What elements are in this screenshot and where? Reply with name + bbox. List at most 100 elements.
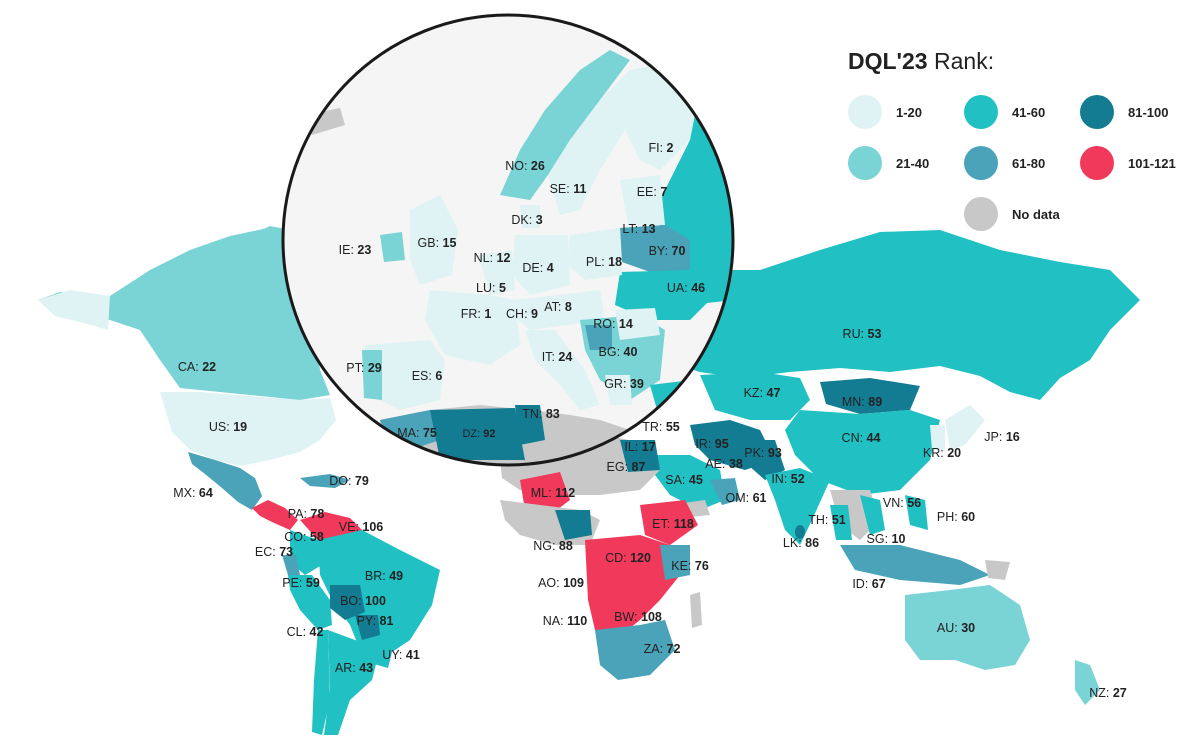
label-nl: NL: 12 (473, 251, 511, 265)
zoom-greece (605, 375, 632, 405)
region-kenya (660, 545, 690, 580)
legend-swatch (964, 95, 998, 129)
label-jp: JP: 16 (984, 430, 1020, 444)
zoom-portugal (362, 350, 382, 400)
label-pe: PE: 59 (282, 576, 320, 590)
label-ir: IR: 95 (695, 437, 729, 451)
label-et: ET: 118 (652, 517, 694, 531)
label-gr: GR: 39 (604, 377, 644, 391)
region-brazil (318, 530, 440, 660)
zoom-serbia (585, 325, 612, 350)
label-tr: TR: 55 (642, 420, 680, 434)
legend-swatch (1080, 95, 1114, 129)
region-philippines (905, 495, 928, 530)
label-bw: BW: 108 (614, 610, 662, 624)
label-ng: NG: 88 (533, 539, 573, 553)
label-ee: EE: 7 (636, 185, 668, 199)
label-bg: BG: 40 (598, 345, 638, 359)
legend-item-81-100: 81-100 (1080, 95, 1168, 129)
region-saudi (650, 455, 725, 510)
label-au: AU: 30 (936, 621, 976, 635)
label-ve: VE: 106 (338, 520, 384, 534)
zoom-circle-border (281, 13, 735, 467)
legend-item-1-20: 1-20 (848, 95, 922, 129)
label-es: ES: 6 (411, 369, 443, 383)
region-ecuador (282, 555, 300, 575)
zoom-tunisia (515, 405, 545, 445)
label-at: AT: 8 (544, 300, 572, 314)
label-us: US: 19 (208, 420, 248, 434)
zoom-poland (568, 228, 622, 280)
zoom-romania (615, 308, 660, 340)
label-ec: EC: 73 (254, 545, 294, 559)
label-pl: PL: 18 (585, 255, 623, 269)
label-it: IT: 24 (541, 350, 573, 364)
label-mx: MX: 64 (173, 486, 213, 500)
label-sg: SG: 10 (866, 532, 906, 546)
region-india (765, 468, 830, 545)
label-ar: AR: 43 (334, 661, 374, 675)
region-indonesia (840, 545, 990, 585)
zoom-denmark (520, 205, 540, 228)
label-se: SE: 11 (549, 182, 587, 196)
region-png (985, 560, 1010, 580)
europe-zoom (283, 15, 733, 465)
label-eg: EG: 87 (606, 460, 646, 474)
region-madagascar (690, 592, 702, 628)
region-kazakhstan (700, 372, 810, 420)
legend-item-41-60: 41-60 (964, 95, 1045, 129)
label-ae: AE: 38 (705, 457, 743, 471)
label-om: OM: 61 (725, 491, 767, 505)
region-oman (710, 478, 740, 505)
label-pa: PA: 78 (287, 507, 325, 521)
zoom-sweden (548, 70, 650, 215)
label-th: TH: 51 (808, 513, 846, 527)
label-cl: CL: 42 (286, 625, 324, 639)
label-ma: MA: 75 (397, 426, 437, 440)
legend-item-61-80: 61-80 (964, 146, 1045, 180)
region-russia (640, 230, 1140, 400)
region-sri-lanka (795, 525, 805, 539)
label-vn: VN: 56 (882, 496, 922, 510)
label-no: NO: 26 (505, 159, 545, 173)
region-ethiopia (640, 500, 698, 545)
region-paraguay (355, 615, 380, 640)
region-nigeria (555, 510, 592, 540)
zoom-norway (500, 50, 630, 200)
label-za: ZA: 72 (643, 642, 681, 656)
label-do: DO: 79 (329, 474, 369, 488)
region-central-america (252, 500, 298, 530)
label-cn: CN: 44 (841, 431, 881, 445)
legend-title: DQL'23 Rank: (848, 48, 995, 74)
zoom-ukraine (615, 270, 715, 320)
label-mn: MN: 89 (841, 395, 883, 409)
label-ro: RO: 14 (593, 317, 633, 331)
label-na: NA: 110 (542, 614, 588, 628)
zoom-ireland (380, 232, 405, 262)
label-uy: UY: 41 (382, 648, 420, 662)
region-bolivia (330, 585, 365, 620)
label-ie: IE: 23 (338, 243, 372, 257)
region-australia (905, 585, 1030, 670)
label-fr: FR: 1 (460, 307, 492, 321)
region-colombia (290, 530, 322, 575)
label-co: CO: 58 (284, 530, 324, 544)
label-lt: LT: 13 (622, 222, 656, 236)
region-caribbean (300, 474, 350, 488)
region-chile (312, 630, 330, 735)
region-new-zealand (1075, 660, 1100, 705)
region-southern-africa (595, 620, 675, 680)
legend-swatch (848, 95, 882, 129)
label-il: IL: 17 (624, 440, 656, 454)
label-dz: DZ: 92 (462, 428, 496, 440)
zoom-algeria (430, 408, 525, 460)
label-in: IN: 52 (771, 472, 805, 486)
label-pt: PT: 29 (346, 361, 382, 375)
label-ke: KE: 76 (671, 559, 709, 573)
region-china (785, 410, 940, 495)
label-ml: ML: 112 (530, 486, 576, 500)
label-de: DE: 4 (522, 261, 554, 275)
region-alaska (38, 290, 110, 330)
region-argentina (324, 630, 380, 735)
